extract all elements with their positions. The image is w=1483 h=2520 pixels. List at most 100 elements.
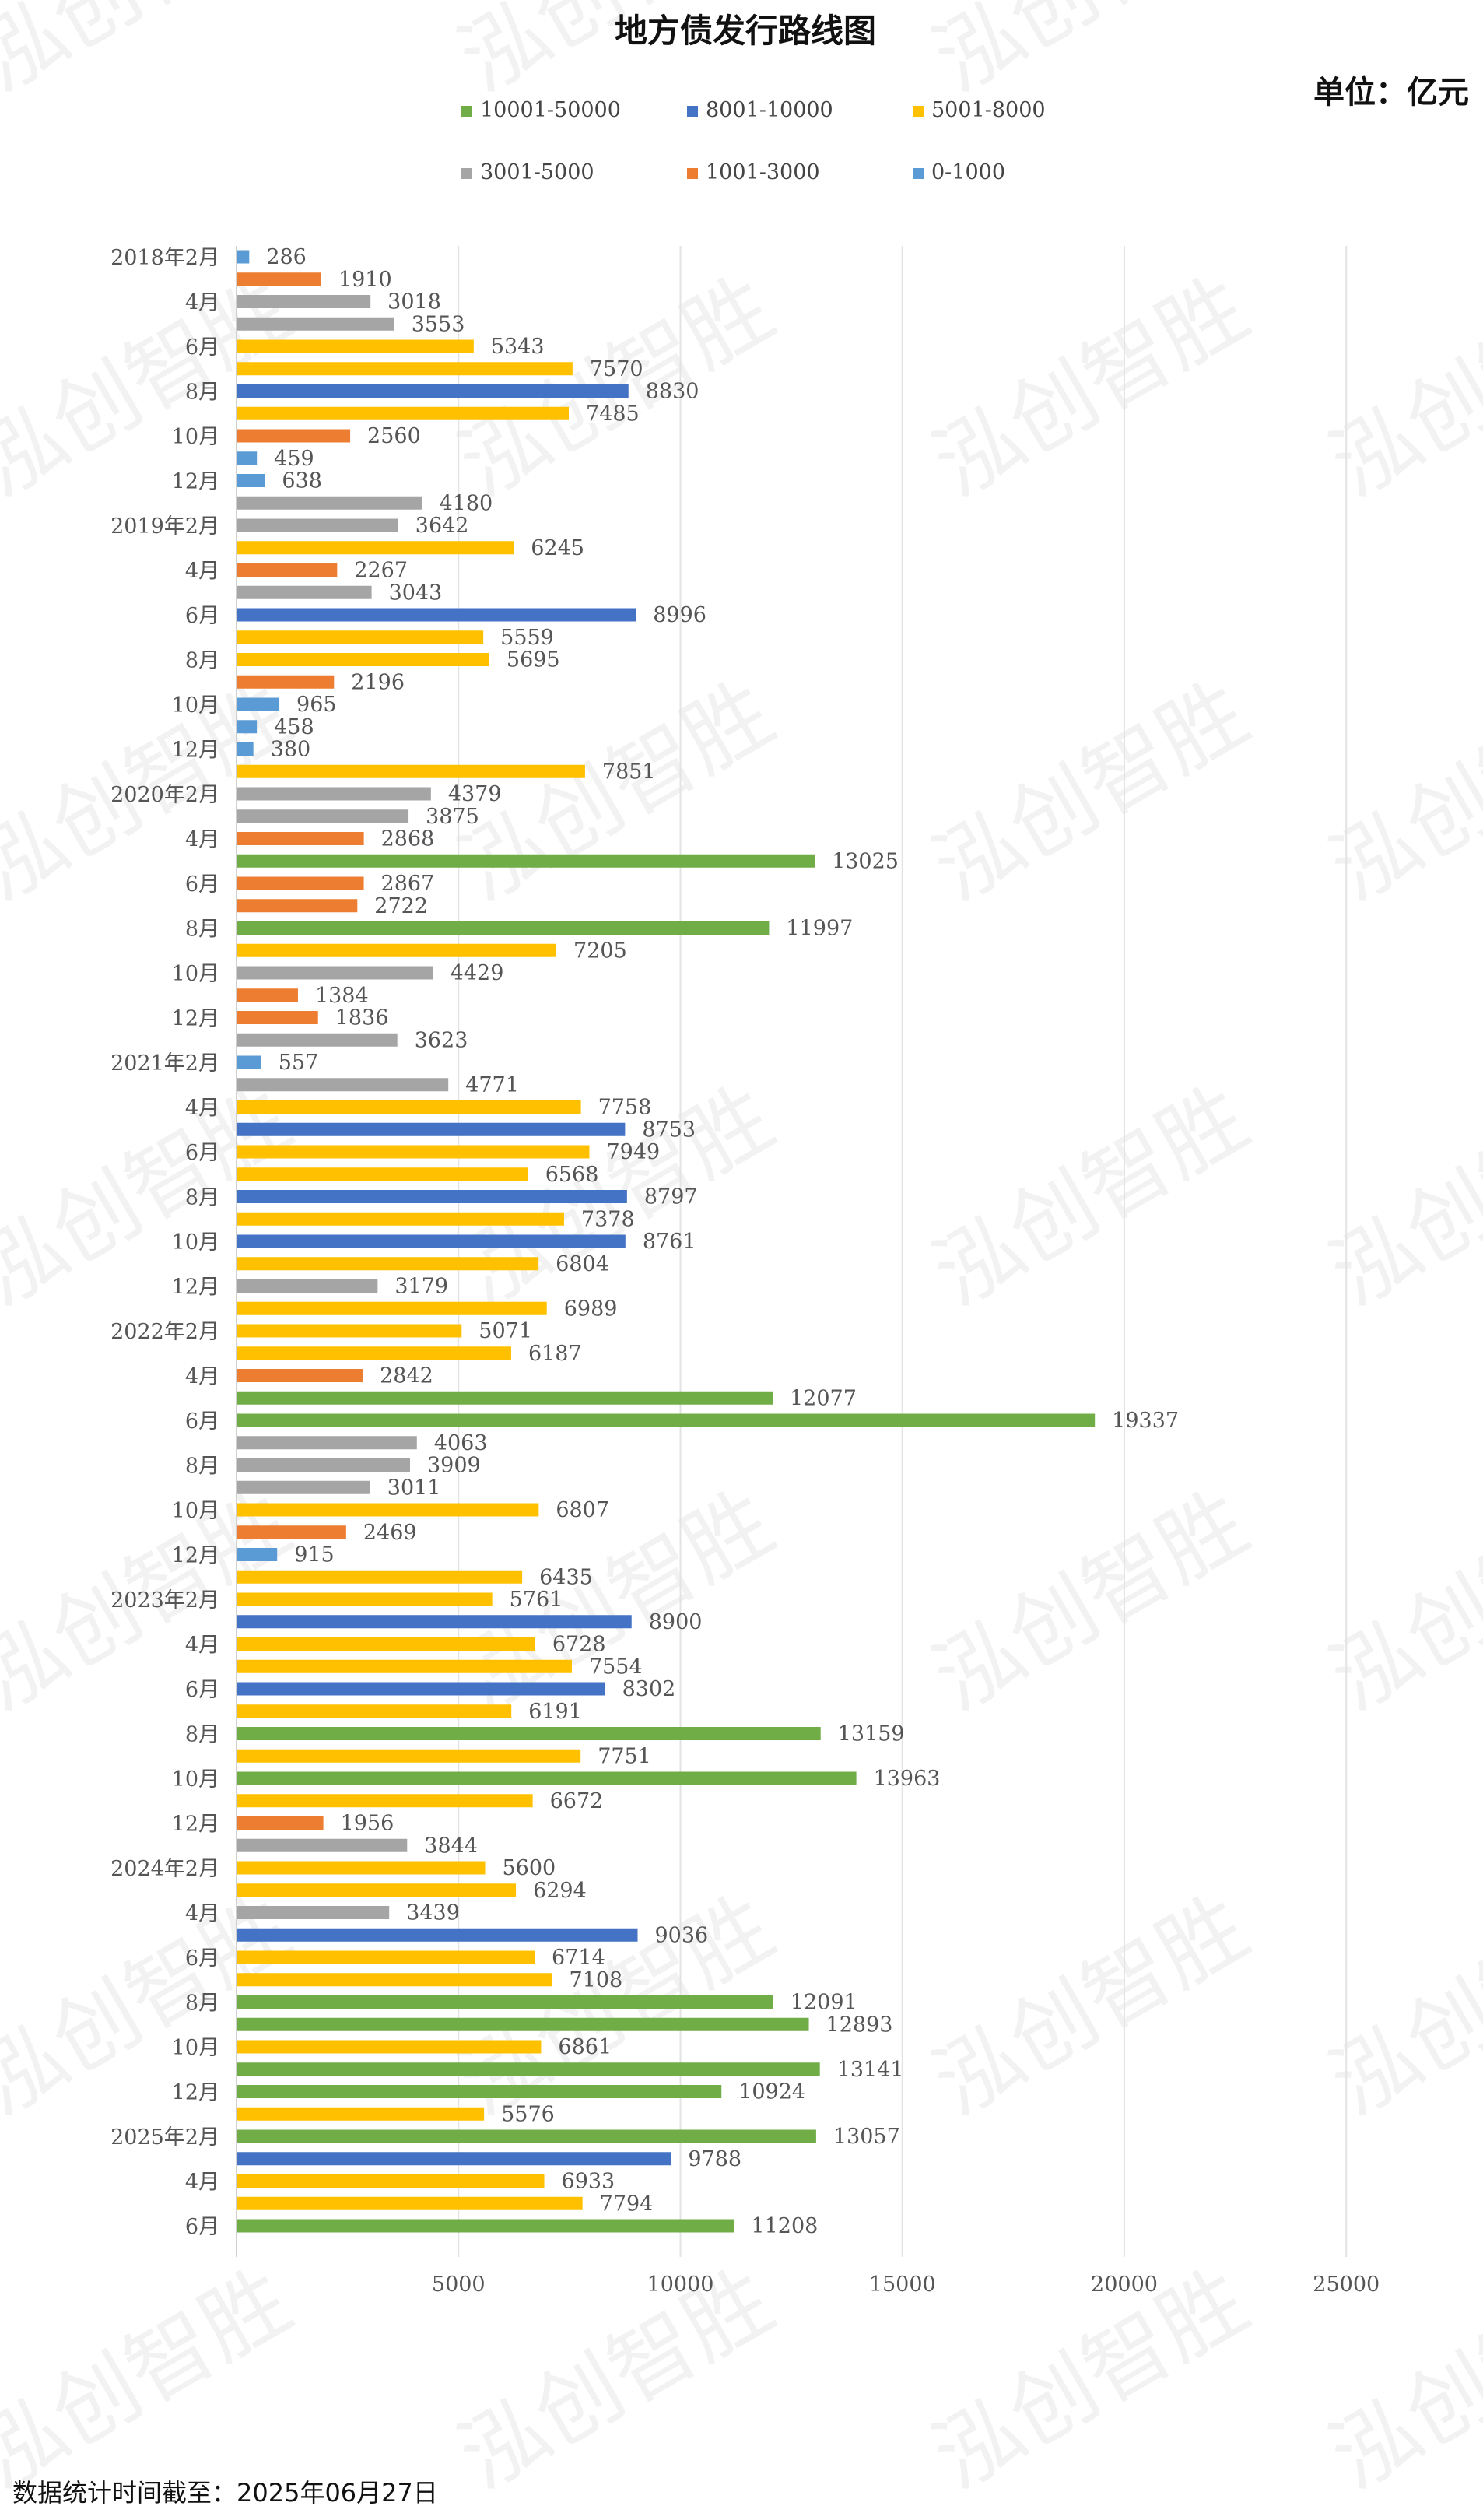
bar-value-label: 5695 [507, 648, 560, 672]
bar [237, 787, 431, 801]
bar-value-label: 13057 [833, 2125, 900, 2149]
y-tick-label: 6月 [185, 1946, 219, 1971]
bar-value-label: 8302 [622, 1677, 676, 1701]
bar-value-label: 13159 [838, 1722, 905, 1746]
y-tick-label: 12月 [172, 470, 219, 494]
bar [237, 608, 636, 622]
bar [237, 1480, 370, 1494]
bar-value-label: 5761 [510, 1588, 563, 1612]
bar-value-label: 8996 [653, 603, 706, 627]
bar [237, 362, 573, 376]
bar [237, 1190, 627, 1203]
y-tick-label: 8月 [185, 1186, 219, 1210]
watermark-text: 泓创智胜 [917, 1877, 1264, 2135]
bar-value-label: 3011 [387, 1476, 441, 1500]
bar-value-label: 2267 [354, 559, 408, 583]
y-tick-label: 4月 [185, 291, 219, 315]
legend-swatch [687, 106, 698, 117]
bar-value-label: 6804 [556, 1252, 609, 1276]
bar-value-label: 3018 [387, 290, 441, 314]
watermark-text: 泓创智胜 [917, 258, 1264, 516]
x-tick-label: 25000 [1313, 2273, 1380, 2297]
bar-value-label: 3439 [406, 1901, 460, 1925]
y-tick-label: 2024年2月 [110, 1857, 219, 1881]
y-tick-label: 2023年2月 [110, 1588, 219, 1613]
bar-value-label: 1910 [338, 268, 392, 292]
bar-value-label: 12077 [790, 1386, 857, 1410]
bar-value-label: 3043 [389, 581, 443, 605]
bar [237, 675, 335, 689]
bar [237, 854, 815, 868]
bar-value-label: 6728 [552, 1633, 606, 1657]
watermark-text: 泓创智胜 [1314, 1472, 1483, 1730]
bar [237, 1749, 581, 1763]
gridlines [236, 246, 1348, 2257]
bar-value-label: 6191 [528, 1700, 582, 1724]
bar-value-label: 7794 [600, 2192, 654, 2216]
legend-label: 3001-5000 [480, 160, 594, 184]
bar [237, 1503, 539, 1517]
y-tick-label: 8月 [185, 1723, 219, 1747]
y-tick-label: 4月 [185, 1902, 219, 1926]
bar [237, 1883, 517, 1897]
bar-value-label: 7758 [598, 1096, 652, 1120]
bar [237, 1436, 417, 1450]
bar [237, 1257, 539, 1271]
bar [237, 921, 770, 935]
bar [237, 1615, 632, 1629]
bar-value-label: 10924 [738, 2080, 805, 2104]
bar-value-label: 13141 [837, 2058, 904, 2082]
bar [237, 474, 265, 487]
legend-label: 8001-10000 [706, 98, 833, 122]
bar-value-label: 7751 [598, 1744, 651, 1768]
bar [237, 2040, 542, 2054]
bar-value-label: 557 [279, 1051, 319, 1075]
bar [237, 1324, 462, 1338]
y-tick-label: 10月 [172, 962, 219, 986]
x-tick-label: 10000 [647, 2273, 714, 2297]
y-tick-label: 12月 [172, 1544, 219, 1568]
bar-value-label: 2868 [381, 827, 435, 851]
bar [237, 250, 250, 264]
bar [237, 1145, 590, 1159]
legend-swatch [913, 106, 924, 117]
bar-value-label: 2842 [380, 1364, 433, 1388]
bar [237, 764, 585, 778]
bar [237, 1592, 493, 1606]
y-tick-label: 6月 [185, 1409, 219, 1434]
bar [237, 541, 514, 555]
bar-value-label: 1956 [341, 1812, 394, 1836]
bar [237, 1122, 626, 1136]
watermark-text: 泓创智胜 [1314, 1068, 1483, 1325]
bar-value-label: 6568 [545, 1163, 599, 1187]
bar [237, 2129, 816, 2143]
watermark-text: 泓创智胜 [1314, 1877, 1483, 2135]
x-axis-labels: 5000 10000 15000 20000 25000 [432, 2273, 1380, 2297]
bar [237, 1637, 535, 1651]
bar-value-label: 5600 [502, 1856, 556, 1880]
bar-value-label: 5343 [491, 335, 545, 359]
legend-label: 5001-8000 [931, 98, 1046, 122]
y-tick-label: 8月 [185, 381, 219, 405]
bar [237, 809, 409, 823]
bar-value-label: 8797 [644, 1185, 698, 1209]
legend-swatch [913, 168, 924, 179]
y-tick-label: 10月 [172, 1230, 219, 1255]
legend-swatch [461, 106, 472, 117]
bar-value-label: 286 [266, 245, 307, 269]
bar-value-label: 7108 [570, 1968, 623, 1992]
bar [237, 496, 422, 510]
bar-value-label: 2560 [367, 424, 421, 448]
bar-value-label: 7949 [606, 1140, 660, 1164]
y-tick-label: 4月 [185, 1365, 219, 1389]
bar-value-label: 380 [271, 738, 311, 762]
bar [237, 1301, 547, 1315]
bar [237, 1346, 511, 1360]
bar [237, 2174, 545, 2188]
bar-value-label: 2196 [351, 670, 405, 694]
bar [237, 2196, 583, 2210]
bar [237, 1458, 411, 1472]
bar-value-label: 6294 [533, 1879, 587, 1903]
y-tick-label: 2025年2月 [110, 2125, 219, 2150]
